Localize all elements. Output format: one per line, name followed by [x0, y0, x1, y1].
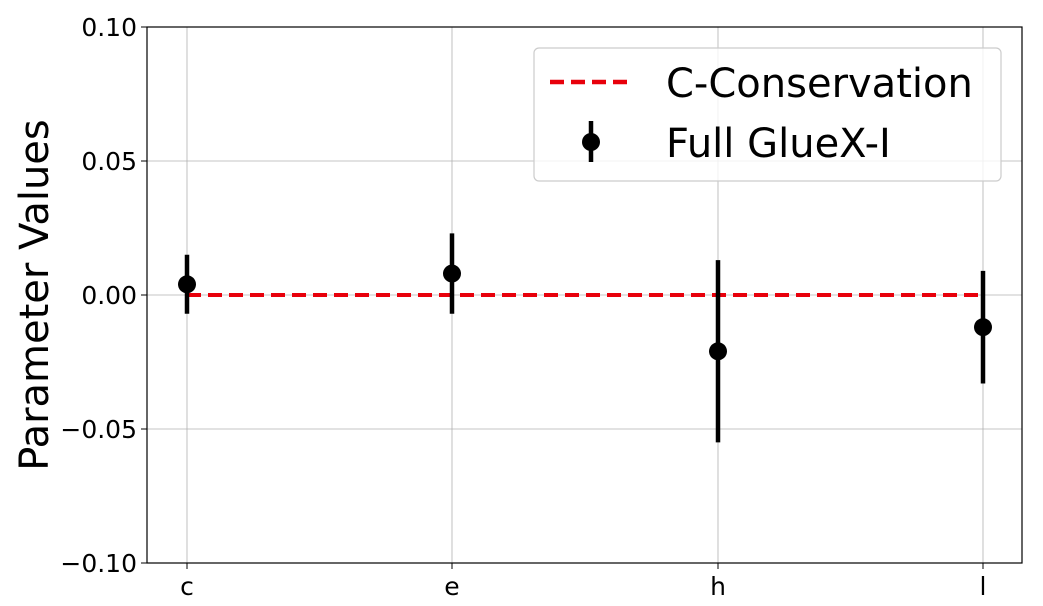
plot-frame [146, 26, 1023, 564]
legend-marker-swatch [582, 133, 600, 151]
x-tick-label: c [180, 572, 194, 601]
legend: C-Conservation Full GlueX-I [533, 47, 1002, 182]
legend-box [533, 47, 1002, 182]
y-tick-label: −0.05 [60, 415, 137, 444]
x-tick-label: e [444, 572, 459, 601]
data-points [178, 233, 992, 443]
y-axis-label: Parameter Values [12, 119, 58, 471]
data-point [709, 342, 727, 361]
y-tick-label: 0.00 [81, 281, 137, 310]
data-point [443, 264, 461, 283]
y-tick-label: 0.10 [81, 13, 137, 42]
y-tick-label: 0.05 [81, 147, 137, 176]
x-tick-label: l [980, 572, 987, 601]
data-point [178, 275, 196, 294]
x-tick-label: h [710, 572, 726, 601]
y-tick-label: −0.10 [60, 549, 137, 578]
data-point [974, 318, 992, 337]
legend-entry-series: Full GlueX-I [666, 121, 891, 167]
legend-entry-reference-line: C-Conservation [666, 61, 973, 107]
y-ticks: −0.10 −0.05 0.00 0.05 0.10 [60, 13, 147, 578]
